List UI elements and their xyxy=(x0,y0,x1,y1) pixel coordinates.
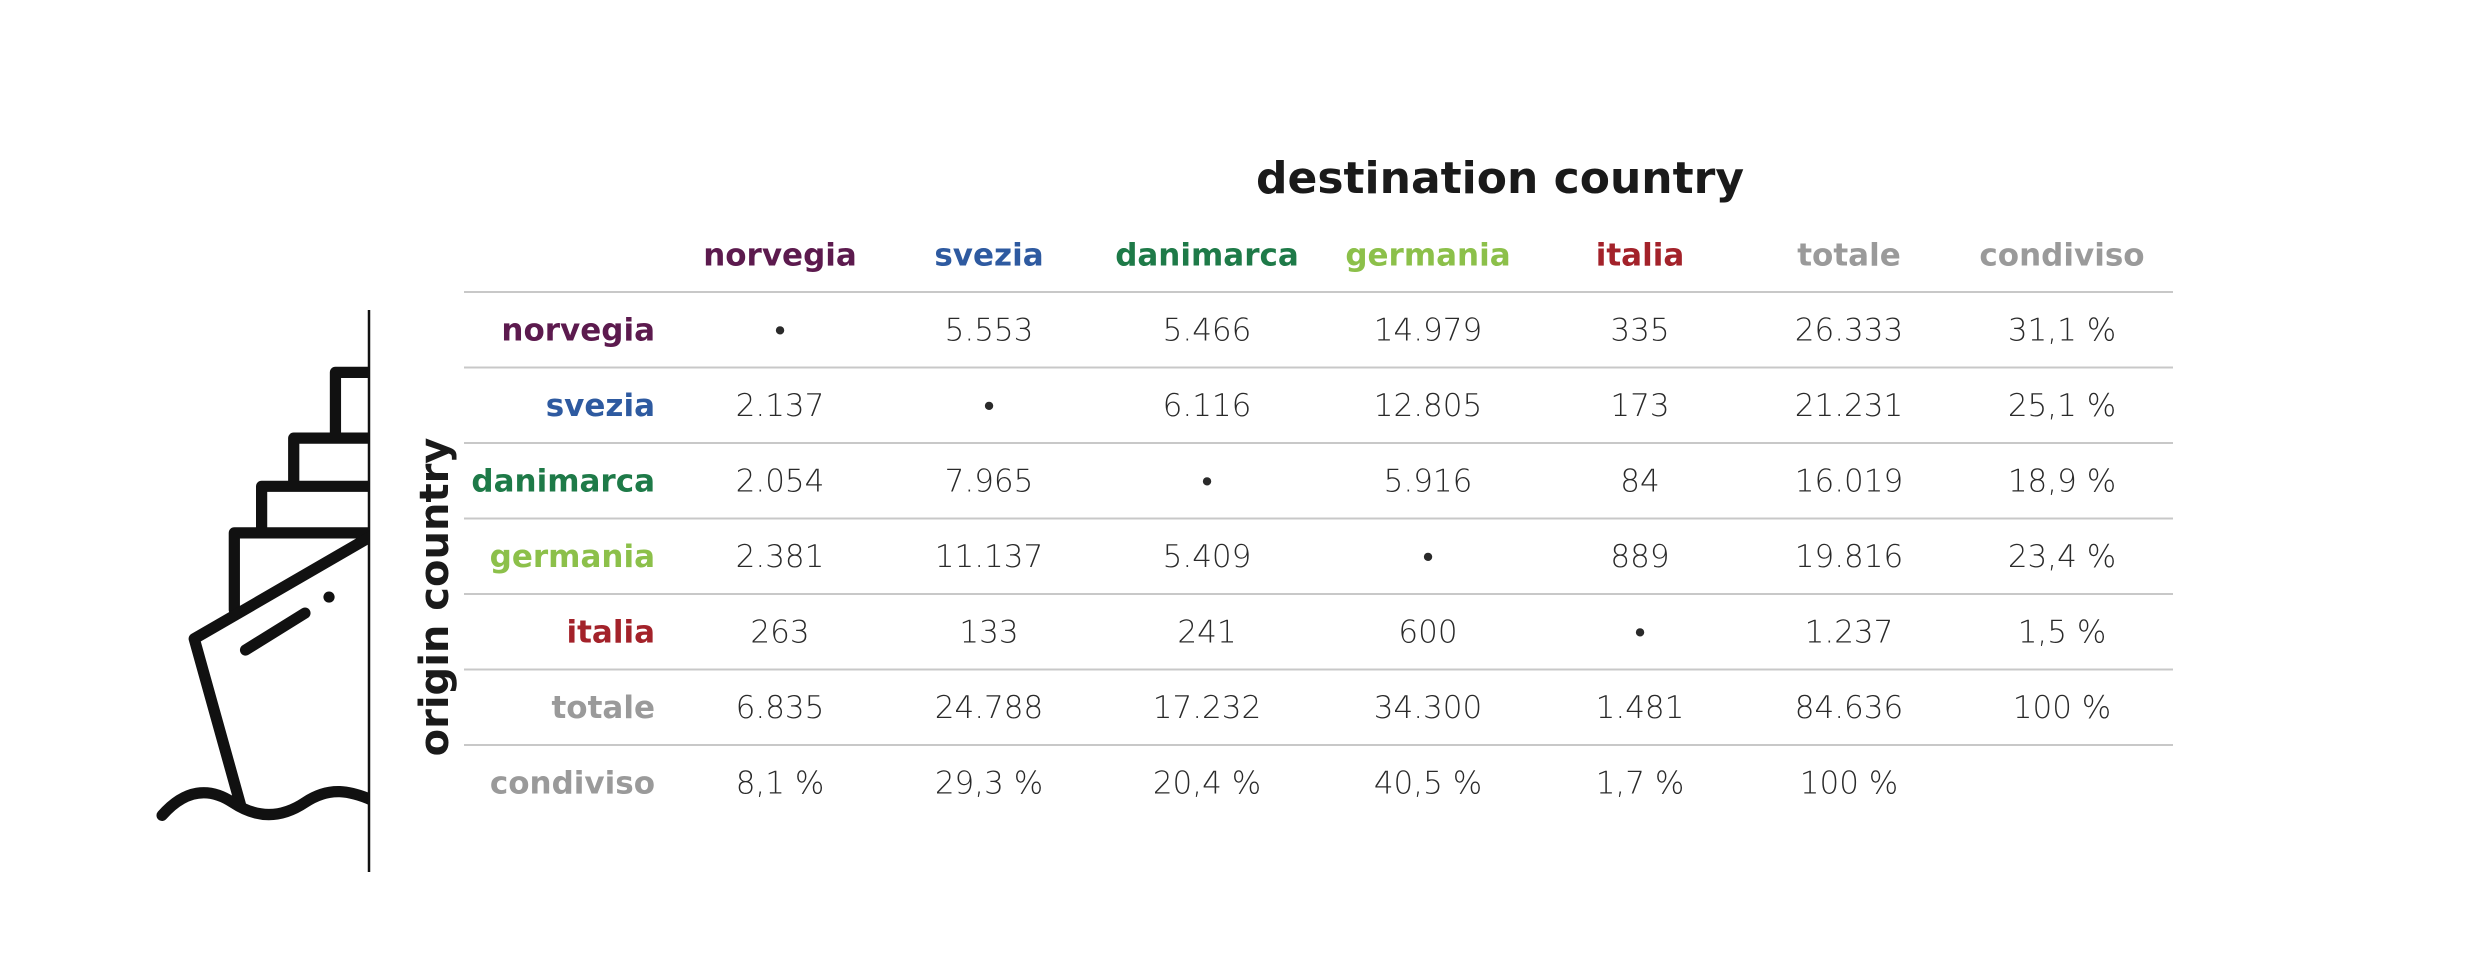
row-label: germania xyxy=(490,539,655,575)
cell: 26.333 xyxy=(1795,313,1903,349)
side-label: origin country xyxy=(412,438,458,757)
row-label: norvegia xyxy=(501,313,655,349)
cell: 20,4 % xyxy=(1153,766,1261,802)
cell: 100 % xyxy=(1800,766,1898,802)
cell: 173 xyxy=(1610,388,1669,424)
cell: • xyxy=(984,388,995,424)
cell: 25,1 % xyxy=(2008,388,2116,424)
cell: 8,1 % xyxy=(736,766,825,802)
cell: 11.137 xyxy=(935,539,1043,575)
cell: 6.116 xyxy=(1163,388,1252,424)
cell: 2.381 xyxy=(736,539,825,575)
column-header: totale xyxy=(1797,238,1901,274)
cell: 100 % xyxy=(2013,690,2111,726)
row-label: totale xyxy=(551,690,655,726)
column-header: italia xyxy=(1596,238,1685,274)
cell: 1,7 % xyxy=(1596,766,1685,802)
table-title: destination country xyxy=(1256,153,1744,204)
cell: 84 xyxy=(1620,464,1659,500)
cell: 23,4 % xyxy=(2008,539,2116,575)
cell: 14.979 xyxy=(1374,313,1482,349)
cell: 5.916 xyxy=(1384,464,1473,500)
cell: • xyxy=(1423,539,1434,575)
cell: 2.054 xyxy=(736,464,825,500)
cell: 1.237 xyxy=(1805,615,1894,651)
cell: • xyxy=(775,313,786,349)
cell: 29,3 % xyxy=(935,766,1043,802)
cell: 6.835 xyxy=(736,690,825,726)
cell: 18,9 % xyxy=(2008,464,2116,500)
cell: 34.300 xyxy=(1374,690,1482,726)
row-label: condiviso xyxy=(490,766,655,802)
cell: 263 xyxy=(750,615,809,651)
cell: 21.231 xyxy=(1795,388,1903,424)
cell: 1.481 xyxy=(1596,690,1685,726)
cell: 19.816 xyxy=(1795,539,1903,575)
cell: 1,5 % xyxy=(2018,615,2107,651)
cell: 889 xyxy=(1610,539,1669,575)
row-label: svezia xyxy=(546,388,655,424)
cell: 5.466 xyxy=(1163,313,1252,349)
column-header: svezia xyxy=(934,238,1043,274)
cell: 600 xyxy=(1398,615,1457,651)
cell: 24.788 xyxy=(935,690,1043,726)
cell: 40,5 % xyxy=(1374,766,1482,802)
cell: 241 xyxy=(1177,615,1236,651)
cell: • xyxy=(1202,464,1213,500)
ship-icon xyxy=(156,366,370,821)
column-header: condiviso xyxy=(1979,238,2144,274)
cell: 2.137 xyxy=(736,388,825,424)
cell: 84.636 xyxy=(1795,690,1903,726)
cell: • xyxy=(1635,615,1646,651)
cell: 16.019 xyxy=(1795,464,1903,500)
cell: 7.965 xyxy=(945,464,1034,500)
row-label: italia xyxy=(566,615,655,651)
cell: 5.553 xyxy=(945,313,1034,349)
cell: 12.805 xyxy=(1374,388,1482,424)
cell: 31,1 % xyxy=(2008,313,2116,349)
column-header: norvegia xyxy=(703,238,857,274)
cell: 17.232 xyxy=(1153,690,1261,726)
cell: 335 xyxy=(1610,313,1669,349)
row-label: danimarca xyxy=(471,464,655,500)
cell: 5.409 xyxy=(1163,539,1252,575)
column-header: danimarca xyxy=(1115,238,1299,274)
cell: 133 xyxy=(959,615,1018,651)
column-header: germania xyxy=(1345,238,1510,274)
